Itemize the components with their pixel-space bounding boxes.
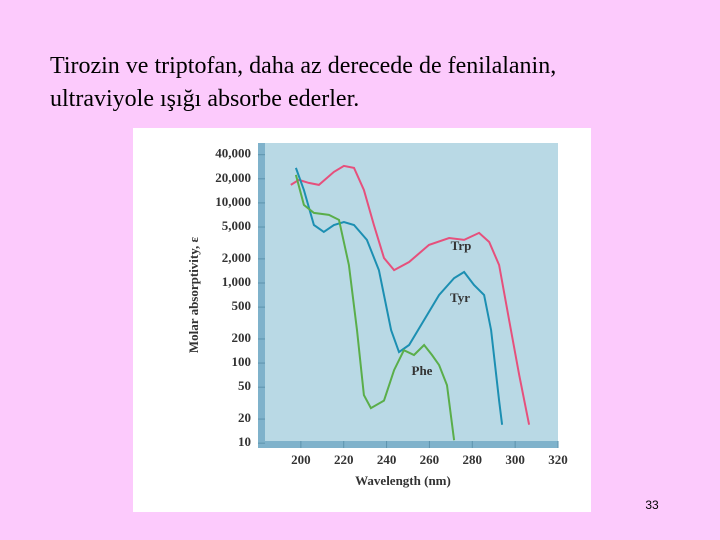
- y-tick-label: 20: [238, 410, 251, 425]
- y-tick-label: 10,000: [215, 194, 251, 209]
- series-label: Tyr: [450, 290, 470, 305]
- y-tick-label: 50: [238, 378, 251, 393]
- y-axis-label: Molar absorptivity, ε: [186, 236, 201, 353]
- y-tick-label: 5,000: [222, 218, 251, 233]
- x-tick-label: 300: [505, 452, 525, 467]
- y-axis-band: [258, 143, 265, 448]
- title-line: ultraviyole ışığı absorbe ederler.: [50, 86, 359, 112]
- series-label: Trp: [451, 238, 472, 253]
- x-tick-label: 260: [420, 452, 440, 467]
- series-line: [290, 164, 531, 425]
- x-tick-label: 280: [463, 452, 483, 467]
- x-tick-label: 200: [291, 452, 311, 467]
- plot-area: [258, 143, 558, 448]
- y-tick-label: 1,000: [222, 274, 251, 289]
- x-tick-label: 220: [334, 452, 354, 467]
- x-tick-label: 240: [377, 452, 397, 467]
- y-tick-label: 20,000: [215, 170, 251, 185]
- y-tick-label: 500: [232, 298, 252, 313]
- page-number: 33: [645, 498, 659, 512]
- x-axis-band: [258, 441, 558, 448]
- series-label: Phe: [412, 363, 433, 378]
- y-tick-label: 2,000: [222, 250, 251, 265]
- y-tick-label: 200: [232, 330, 252, 345]
- y-tick-label: 40,000: [215, 146, 251, 161]
- series-line: [294, 167, 504, 425]
- x-axis-label: Wavelength (nm): [355, 473, 451, 488]
- y-tick-label: 10: [238, 434, 251, 449]
- series-line: [294, 174, 456, 441]
- x-tick-label: 320: [548, 452, 568, 467]
- title-line: Tirozin ve triptofan, daha az derecede d…: [50, 53, 556, 79]
- y-tick-label: 100: [232, 354, 252, 369]
